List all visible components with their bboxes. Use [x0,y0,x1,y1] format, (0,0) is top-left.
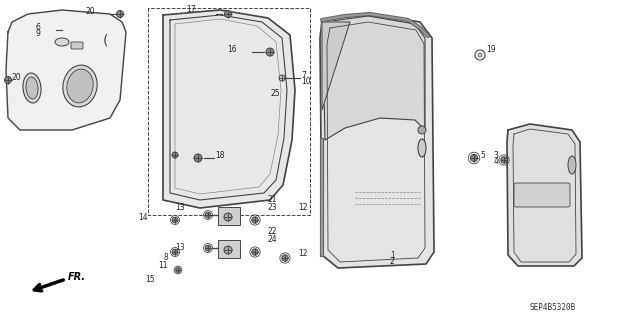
Text: 12: 12 [298,249,307,257]
Circle shape [4,77,12,84]
Text: 14: 14 [138,213,148,222]
Text: 17: 17 [186,5,196,14]
Text: 11: 11 [159,261,168,270]
Circle shape [279,75,285,81]
Polygon shape [320,14,434,268]
Polygon shape [323,16,425,140]
Circle shape [172,152,178,158]
Circle shape [478,53,482,57]
Text: 18: 18 [215,151,225,160]
Ellipse shape [568,156,576,174]
Text: 22: 22 [268,227,277,236]
Text: 19: 19 [486,46,495,55]
Circle shape [252,217,258,223]
Text: 20: 20 [12,73,22,83]
Text: 6: 6 [35,23,40,32]
Text: 20: 20 [85,6,95,16]
Text: 3: 3 [493,151,498,160]
Circle shape [205,245,211,251]
FancyBboxPatch shape [71,42,83,49]
Polygon shape [322,22,350,110]
Circle shape [116,11,124,18]
Circle shape [224,246,232,254]
Polygon shape [6,10,126,130]
Ellipse shape [63,65,97,107]
Text: 9: 9 [35,28,40,38]
Text: 5: 5 [480,151,485,160]
Text: 21: 21 [268,196,277,204]
Text: 1: 1 [390,250,395,259]
Circle shape [234,209,239,213]
Ellipse shape [67,69,93,103]
Circle shape [475,50,485,60]
Text: 24: 24 [268,234,277,243]
Polygon shape [163,10,295,208]
Ellipse shape [55,38,69,46]
Circle shape [418,126,426,134]
Circle shape [225,11,232,18]
Circle shape [234,241,239,247]
Circle shape [282,255,288,261]
Text: 8: 8 [163,254,168,263]
Circle shape [252,249,258,255]
Text: 10: 10 [301,77,310,85]
Bar [218,207,240,225]
Circle shape [194,154,202,162]
Ellipse shape [26,77,38,99]
Ellipse shape [418,139,426,157]
Circle shape [501,157,507,163]
Text: 2: 2 [390,257,395,266]
Text: SEP4B5320B: SEP4B5320B [530,303,576,313]
Circle shape [224,213,232,221]
Circle shape [175,268,180,272]
Text: 7: 7 [301,70,306,79]
Text: 15: 15 [145,276,155,285]
Bar [218,240,240,258]
Circle shape [172,249,178,255]
Ellipse shape [23,73,41,103]
Circle shape [470,154,477,162]
Circle shape [205,212,211,218]
Circle shape [266,48,274,56]
Text: 4: 4 [493,158,498,167]
Text: 23: 23 [268,203,277,211]
Text: 16: 16 [227,44,237,54]
FancyBboxPatch shape [514,183,570,207]
Circle shape [172,217,178,223]
Text: 12: 12 [298,204,307,212]
Text: 25: 25 [270,88,280,98]
Text: 13: 13 [175,204,185,212]
Text: (: ( [102,33,108,47]
Polygon shape [507,124,582,266]
Text: FR.: FR. [68,272,86,282]
Text: 13: 13 [175,243,185,253]
